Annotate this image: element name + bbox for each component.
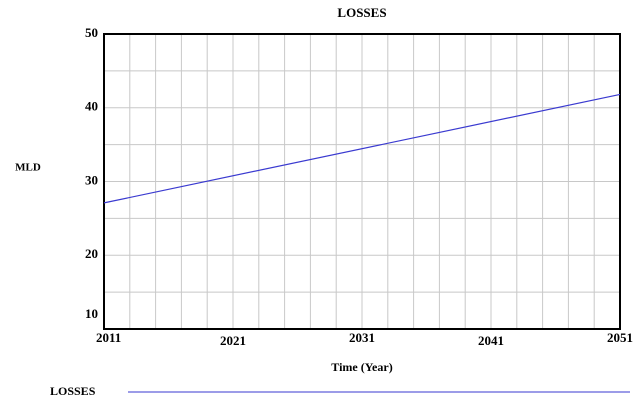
x-tick-label: 2041 [478, 333, 504, 348]
series-line [103, 93, 621, 204]
x-tick-label: 2021 [220, 333, 246, 348]
x-tick-label: 2031 [349, 330, 375, 345]
y-tick-label: 50 [85, 25, 98, 40]
legend-label: LOSSES [50, 384, 96, 398]
y-tick-label: 30 [85, 172, 98, 187]
x-axis-label: Time (Year) [331, 360, 392, 374]
x-tick-label: 2011 [96, 330, 121, 345]
y-axis-label: MLD [15, 162, 41, 174]
plot-frame [103, 33, 621, 330]
x-tick-label: 2051 [607, 330, 633, 345]
y-tick-label: 40 [85, 99, 98, 114]
chart-title: LOSSES [337, 5, 386, 20]
y-tick-label: 10 [85, 306, 98, 321]
y-tick-label: 20 [85, 246, 98, 261]
